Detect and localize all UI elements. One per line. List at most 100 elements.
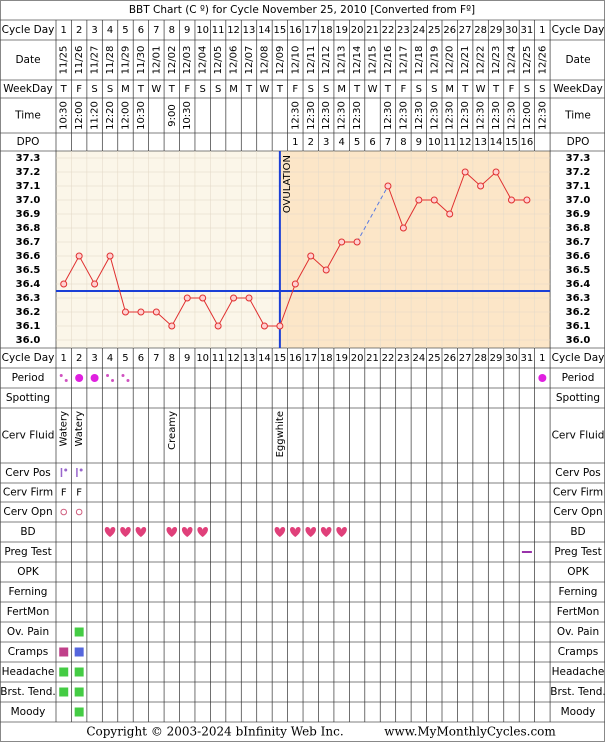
symbol-part [90,374,99,382]
cycle-days-cell: 5 [122,25,128,36]
symbol-spot [59,374,68,382]
cycle-day-cell: 23 [397,353,410,364]
row-label: Moody [561,706,596,718]
times-cell: 12:00 [74,101,85,130]
row-label: Cycle Day [2,352,55,364]
dates-cell: 11/25 [59,46,70,75]
times-cell: 12:30 [337,101,348,130]
symbol-dash [521,551,532,553]
cycle-days-cell: 29 [490,25,503,36]
symbol-heart [104,527,116,537]
symbol-part [290,527,301,537]
cycle-days-cell: 14 [258,25,271,36]
temperature-point [307,252,315,260]
row-label: Cramps [8,646,48,658]
y-tick-label: 37.1 [566,181,591,192]
dates-cell: 12/03 [182,46,193,75]
row-label: Brst. Tend. [550,686,605,698]
dpo-cell: 11 [443,137,456,148]
weekdays-cell: W [151,84,161,95]
dates-cell: 11/26 [74,46,85,75]
temperature-point [183,294,191,302]
cycle-day-cell: 6 [138,353,144,364]
symbol-part [336,527,347,537]
cycle-days-cell: 25 [428,25,441,36]
times-cell: 12:30 [398,101,409,130]
cycle-days-cell: 12 [227,25,240,36]
dpo-cell: 8 [400,137,406,148]
times-cell: 10:30 [59,101,70,130]
dates-cell: 12/19 [429,46,440,75]
dates-cell: 11/30 [136,46,147,75]
cycle-day-cell: 24 [412,353,425,364]
dpo-cell: 12 [459,137,472,148]
y-tick-label: 36.7 [566,237,591,248]
symbol-part [121,374,125,377]
y-tick-label: 37.2 [16,167,41,178]
weekdays-cell: S [200,84,206,95]
symbol-part [59,647,69,657]
y-tick-label: 36.2 [16,307,41,318]
cycle-day-cell: 11 [212,353,225,364]
symbol-part [76,468,78,477]
symbol-part [274,527,286,537]
times-cell: 12:30 [476,101,487,130]
symbol-part [59,374,63,377]
cycle-days-cell: 15 [274,25,287,36]
y-tick-label: 36.8 [566,223,591,234]
dpo-cell: 9 [416,137,422,148]
temperature-point [492,168,500,176]
cycle-days-cell: 2 [76,25,82,36]
row-label: BD [20,526,35,538]
cycle-day-cell: 4 [107,353,113,364]
row-label: Cerv Fluid [2,430,55,442]
temperature-point [199,294,207,302]
y-tick-label: 36.6 [566,251,591,262]
temperature-point [106,252,114,260]
y-tick-label: 37.3 [16,153,41,164]
dates-cell: 12/02 [167,46,178,75]
temperature-point [121,308,129,316]
cycle-day-cell: 14 [258,353,271,364]
y-tick-label: 36.0 [16,335,41,346]
symbol-square [74,647,84,657]
cycle-days-cell: 27 [459,25,472,36]
times-cell: 12:30 [506,101,517,130]
cycle-day-cell: 3 [91,353,97,364]
symbol-part [120,527,131,537]
row-label: WeekDay [3,83,53,95]
dates-cell: 12/04 [198,46,209,75]
symbol-heart [336,527,347,537]
cycle-day-cell: 20 [351,353,364,364]
temperature-point [322,266,330,274]
symbol-spot [121,374,130,382]
dates-cell: 12/20 [445,46,456,75]
row-label: Time [564,110,591,122]
row-label: DPO [17,136,40,148]
weekdays-cell: W [368,84,378,95]
row-label: FertMon [557,606,600,618]
times-cell: 12:30 [321,101,332,130]
times-cell: 12:30 [352,101,363,130]
symbol-part [305,527,317,537]
weekdays-cell: T [168,84,176,95]
weekdays-cell: S [539,84,545,95]
weekdays-cell: S [308,84,314,95]
symbol-heart [181,527,193,537]
row-label: Spotting [6,392,50,404]
cycle-day-cell: 7 [153,353,159,364]
ovulation-annotation: OVULATION [282,155,293,213]
symbol-part [197,527,208,537]
symbol-part [74,647,84,657]
row-label: DPO [567,136,590,148]
y-tick-label: 37.3 [566,153,591,164]
dates-cell: 12/01 [151,46,162,75]
times-cell: 12:30 [414,101,425,130]
cycle-day-cell: 1 [539,353,545,364]
cell-text: Eggwhite [275,411,286,457]
cycle-days-cell: 1 [539,25,545,36]
dates-cell: 12/17 [398,46,409,75]
weekdays-cell: F [401,84,407,95]
temperature-point [338,238,346,246]
cell-text: Watery [74,411,85,447]
